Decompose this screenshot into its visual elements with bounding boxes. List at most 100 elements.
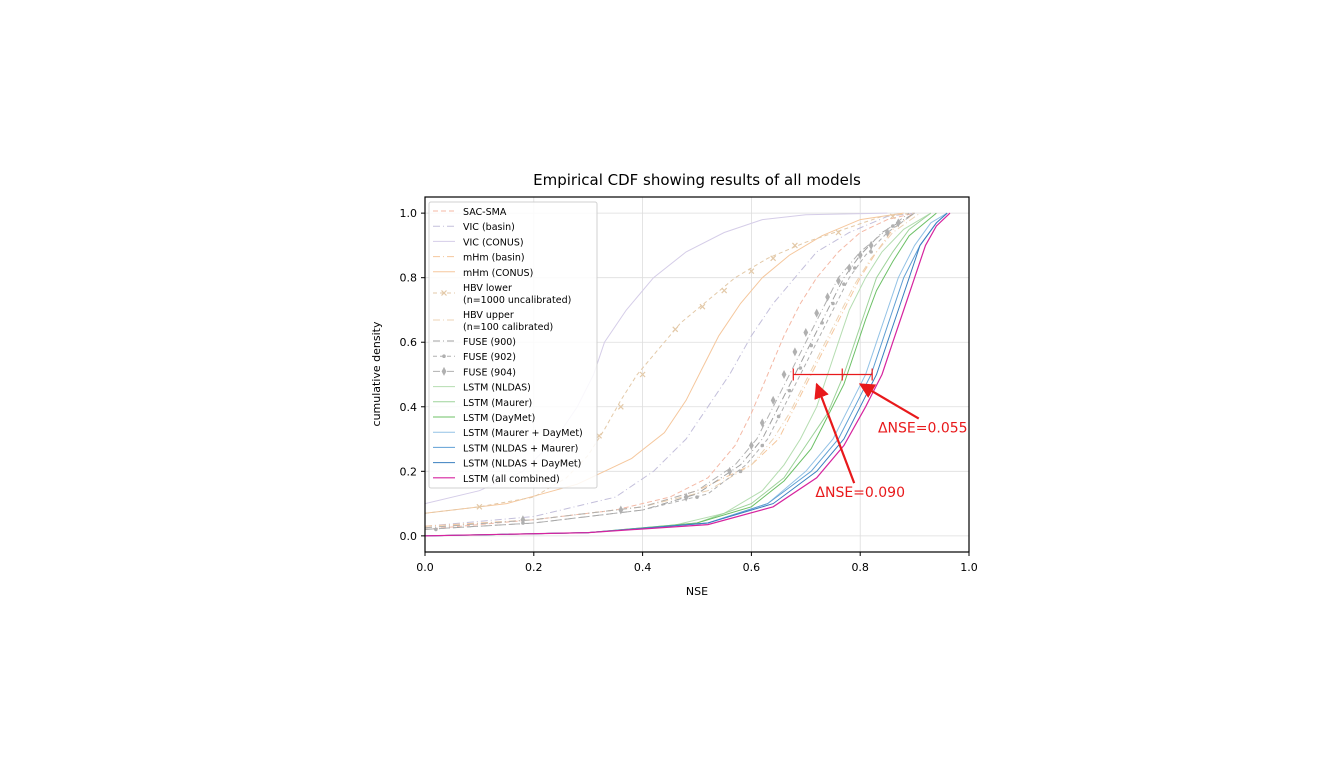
series-marker [831, 301, 835, 306]
series-marker [803, 328, 809, 338]
legend-marker [442, 354, 446, 359]
series-line [425, 212, 932, 537]
legend-entry: LSTM (Maurer + DayMet) [433, 428, 583, 439]
series-marker [699, 303, 706, 310]
y-tick-label: 0.2 [400, 465, 418, 478]
series-line [425, 212, 915, 527]
legend-label: HBV lower [463, 283, 512, 294]
legend-label: LSTM (all combined) [463, 474, 560, 485]
legend-entry: LSTM (NLDAS + Maurer) [433, 443, 578, 454]
series-line [425, 212, 910, 529]
y-tick-label: 0.0 [400, 530, 418, 543]
series-marker [738, 469, 743, 474]
y-tick-label: 0.6 [400, 336, 418, 349]
legend-label: (n=1000 uncalibrated) [463, 295, 571, 306]
legend-box [428, 201, 598, 489]
legend-label: VIC (CONUS) [463, 237, 524, 248]
annotation-label: ΔNSE=0.055 [878, 421, 968, 437]
legend-label: LSTM (DayMet) [463, 413, 535, 424]
series-line [425, 212, 921, 529]
y-tick-label: 1.0 [400, 207, 418, 220]
annotation-arrow [858, 383, 920, 420]
legend-entry: VIC (CONUS) [433, 237, 524, 248]
series-marker [749, 441, 754, 450]
legend-entry: LSTM (DayMet) [433, 413, 535, 424]
series-marker [842, 282, 846, 286]
legend-label: LSTM (NLDAS + Maurer) [463, 443, 578, 454]
series-marker [759, 418, 765, 428]
series-marker [852, 266, 857, 270]
series-marker [814, 308, 820, 318]
series-12 [425, 212, 937, 537]
legend-label: LSTM (NLDAS) [463, 383, 531, 394]
y-ticks: 0.0 0.2 0.4 0.6 0.8 1.0 [400, 207, 425, 543]
legend-label: SAC-SMA [463, 207, 507, 218]
legend-entry: HBV upper(n=100 calibrated) [433, 310, 553, 333]
annotation-label: ΔNSE=0.090 [815, 485, 905, 501]
series-line [425, 212, 932, 537]
series-marker [476, 503, 483, 510]
legend-entry: FUSE (904) [433, 366, 516, 378]
legend-label: LSTM (Maurer) [463, 398, 532, 409]
series-marker [868, 240, 874, 250]
annotation-layer: ΔNSE=0.055 ΔNSE=0.090 [792, 368, 968, 501]
legend-label: FUSE (904) [463, 367, 516, 378]
x-tick-label: 1.0 [960, 561, 978, 574]
plot-frame [424, 196, 970, 553]
x-axis-label: NSE [686, 585, 708, 598]
series-marker [721, 287, 728, 294]
legend-label: (n=100 calibrated) [463, 322, 553, 333]
legend-entry: FUSE (902) [433, 352, 516, 363]
series-marker [434, 527, 438, 532]
series-marker [885, 228, 890, 237]
series-marker [857, 250, 863, 260]
legend-entry: VIC (basin) [433, 222, 515, 233]
series-marker [639, 371, 646, 378]
series-line [425, 212, 937, 537]
series-0 [425, 212, 915, 530]
annotation-arrow [814, 382, 856, 484]
legend-entry: HBV lower(n=1000 uncalibrated) [433, 283, 571, 306]
legend-entry: FUSE (900) [433, 337, 516, 348]
series-marker [835, 229, 842, 236]
x-tick-label: 0.8 [851, 561, 869, 574]
legend-marker [441, 366, 447, 376]
legend-entry: LSTM (NLDAS) [433, 383, 531, 394]
series-line [425, 212, 915, 530]
series-11 [425, 212, 932, 537]
legend-entry: mHm (basin) [433, 253, 525, 264]
series-marker [791, 242, 798, 249]
legend-label: HBV upper [463, 310, 514, 321]
series-marker [520, 515, 526, 525]
legend-entry: LSTM (all combined) [433, 474, 560, 485]
chart-title: Empirical CDF showing results of all mod… [533, 171, 861, 189]
series-marker [895, 218, 901, 228]
x-tick-label: 0.4 [634, 561, 652, 574]
legend-marker [441, 290, 447, 296]
series-marker [748, 268, 755, 275]
y-tick-label: 0.4 [400, 401, 418, 414]
legend-label: FUSE (902) [463, 352, 516, 363]
series-marker [846, 263, 852, 273]
legend-label: LSTM (Maurer + DayMet) [463, 428, 583, 439]
series-line [425, 212, 915, 530]
legend-label: LSTM (NLDAS + DayMet) [463, 459, 581, 470]
series-marker [869, 250, 873, 254]
x-tick-label: 0.0 [416, 561, 434, 574]
series-marker [695, 495, 699, 499]
series-marker [672, 326, 679, 333]
series-marker [617, 403, 624, 410]
series-marker [889, 213, 896, 220]
series-marker [820, 321, 824, 325]
series-marker [809, 343, 814, 348]
series-10 [425, 212, 932, 537]
x-tick-label: 0.2 [525, 561, 543, 574]
series-marker [798, 366, 803, 370]
series-marker [825, 292, 830, 302]
legend-label: mHm (CONUS) [463, 268, 533, 279]
y-tick-label: 0.8 [400, 272, 418, 285]
legend-label: FUSE (900) [463, 337, 516, 348]
y-axis-label: cumulative density [370, 321, 383, 426]
legend-entry: mHm (CONUS) [433, 268, 533, 279]
series-marker [781, 370, 787, 379]
